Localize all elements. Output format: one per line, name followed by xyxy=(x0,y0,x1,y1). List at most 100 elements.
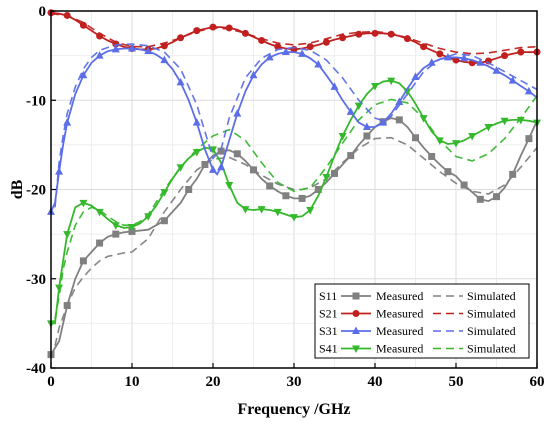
s21-measured-point xyxy=(79,21,87,29)
s11-simulated-line xyxy=(54,136,538,346)
s11-measured-point xyxy=(112,230,120,238)
s41-measured-point xyxy=(338,132,347,141)
s21-simulated-line xyxy=(50,12,538,55)
s21-measured-point xyxy=(420,43,428,51)
s41-measured-point xyxy=(306,207,315,215)
s41-measured-point xyxy=(468,132,477,141)
s31-measured-point xyxy=(233,109,242,117)
s31-measured-point xyxy=(379,118,388,126)
s11-measured-point xyxy=(266,182,274,190)
x-tick-label: 20 xyxy=(206,374,221,390)
s11-legend-simulated-label: Simulated xyxy=(467,289,516,303)
s21-measured-point xyxy=(209,23,217,31)
s31-measured-point xyxy=(298,49,307,57)
s21-measured-point xyxy=(339,34,347,42)
s31-measured-point xyxy=(330,82,339,90)
s31-measured-point xyxy=(128,43,136,52)
s31-simulated-line xyxy=(54,43,538,208)
s11-measured-point xyxy=(314,186,322,193)
s11-measured-point xyxy=(525,135,533,143)
x-tick-label: 40 xyxy=(368,374,383,390)
s31-measured-point xyxy=(95,51,104,59)
s11-group xyxy=(47,116,538,359)
s11-measured-point xyxy=(217,147,225,155)
s21-measured-point xyxy=(63,11,71,19)
s31-measured-point xyxy=(524,86,533,95)
s11-legend-name: S11 xyxy=(319,289,337,303)
s31-measured-point xyxy=(443,52,452,61)
s11-measured-point xyxy=(298,194,306,202)
s21-measured-point xyxy=(501,52,509,60)
s21-measured-point xyxy=(177,34,185,42)
s11-measured-point xyxy=(201,161,209,169)
s11-measured-point xyxy=(185,186,193,193)
s41-measured-point xyxy=(387,77,396,86)
s31-measured-line xyxy=(50,47,538,213)
s21-measured-point xyxy=(322,38,330,46)
x-tick-label: 30 xyxy=(287,374,302,390)
y-tick-label: 0 xyxy=(39,4,47,20)
s41-measured-point xyxy=(160,189,169,197)
s31-legend-name: S31 xyxy=(319,324,338,338)
s31-group xyxy=(47,43,538,215)
s31-measured-point xyxy=(160,55,169,64)
s21-legend-measured-label: Measured xyxy=(376,307,423,321)
s21-legend-name: S21 xyxy=(319,307,338,321)
s31-measured-point xyxy=(411,72,420,81)
s21-measured-point xyxy=(225,24,233,32)
s11-legend-measured-label: Measured xyxy=(376,289,423,303)
s31-measured-point xyxy=(192,118,201,126)
y-tick-label: -30 xyxy=(26,272,46,288)
series-layer xyxy=(47,9,541,359)
s11-measured-point xyxy=(331,169,338,177)
y-tick-label: -20 xyxy=(26,183,46,199)
s41-measured-point xyxy=(354,102,363,111)
x-tick-label: 50 xyxy=(449,374,464,390)
s41-measured-line xyxy=(51,79,538,325)
s41-measured-point xyxy=(63,231,72,239)
s41-legend-simulated-label: Simulated xyxy=(467,342,516,356)
s11-measured-point xyxy=(428,152,436,160)
s21-measured-point xyxy=(517,48,525,56)
s21-measured-point xyxy=(355,30,363,38)
s21-legend-simulated-label: Simulated xyxy=(467,307,516,321)
s31-measured-point xyxy=(460,53,469,62)
s11-measured-point xyxy=(363,132,371,140)
x-tick-label: 60 xyxy=(530,374,545,390)
s11-measured-point xyxy=(96,239,104,247)
s41-measured-point xyxy=(419,115,428,123)
s31-measured-point xyxy=(427,58,436,66)
s31-measured-point xyxy=(217,162,226,171)
s31-measured-point xyxy=(314,60,323,68)
s21-measured-point xyxy=(160,42,168,50)
s41-group xyxy=(47,77,541,328)
s41-measured-point xyxy=(500,117,509,126)
s21-measured-point xyxy=(306,43,314,51)
s21-measured-point xyxy=(403,35,411,43)
s41-measured-point xyxy=(225,182,234,190)
s31-measured-point xyxy=(476,58,485,66)
s11-measured-point xyxy=(412,134,419,142)
s11-measured-point xyxy=(233,150,241,158)
s31-measured-point xyxy=(492,66,501,74)
s11-measured-point xyxy=(160,217,168,225)
x-tick-label: 10 xyxy=(125,374,140,390)
s41-measured-point xyxy=(128,223,136,232)
s31-measured-point xyxy=(395,97,404,106)
s41-measured-point xyxy=(322,174,331,182)
s21-measured-point xyxy=(258,36,266,44)
s31-measured-point xyxy=(346,107,355,115)
s21-measured-point xyxy=(241,29,249,37)
s41-measured-point xyxy=(192,149,201,157)
s31-measured-point xyxy=(111,44,120,53)
s41-measured-point xyxy=(484,124,493,132)
s21-measured-point xyxy=(436,50,444,58)
s41-legend-measured-label: Measured xyxy=(376,342,423,356)
s11-measured-point xyxy=(395,116,403,124)
s41-measured-point xyxy=(241,206,250,214)
s31-measured-point xyxy=(362,122,371,131)
s21-measured-point xyxy=(193,27,201,35)
s31-measured-point xyxy=(508,76,517,84)
s11-measured-point xyxy=(509,170,517,178)
